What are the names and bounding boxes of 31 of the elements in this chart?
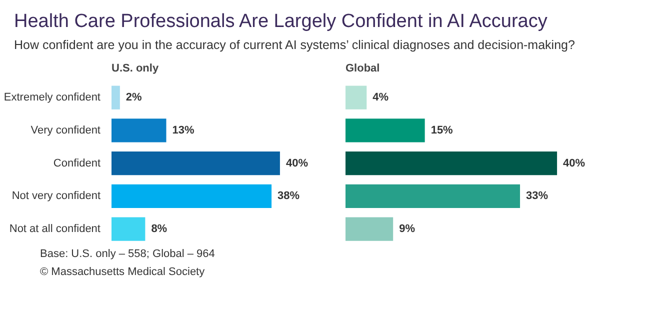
bar <box>112 86 120 110</box>
bar <box>346 118 425 142</box>
data-label: 2% <box>126 92 142 104</box>
bar <box>346 86 367 110</box>
data-label: 15% <box>430 124 454 136</box>
y-tick-label: Not at all confident <box>9 223 101 236</box>
data-label: 4% <box>372 92 389 104</box>
data-label: 8% <box>151 223 168 236</box>
chart-title: Global <box>346 62 380 74</box>
y-tick-label: Very confident <box>30 124 101 136</box>
bar <box>346 151 558 176</box>
text: How confident are you in the accuracy of current AI systems’ clinical diagnoses and decision-making? <box>14 37 575 54</box>
y-tick-label: Not very confident <box>12 190 100 202</box>
bar <box>112 151 280 176</box>
text: Health Care Professionals Are Largely Confident in AI Accuracy <box>14 10 548 34</box>
data-label: 40% <box>286 157 308 170</box>
data-label: 9% <box>399 223 416 236</box>
chart-title: U.S. only <box>112 62 160 74</box>
text: Base: U.S. only – 558; Global – 964 <box>40 246 215 262</box>
y-tick-label: Confident <box>53 157 101 170</box>
data-label: 33% <box>526 190 548 202</box>
y-tick-label: Extremely confident <box>4 92 101 104</box>
data-label: 38% <box>278 190 300 202</box>
data-label: 40% <box>563 157 586 170</box>
bar <box>112 184 272 208</box>
bar <box>346 184 520 208</box>
bar <box>112 118 166 142</box>
bar <box>346 217 394 241</box>
data-label: 13% <box>172 124 194 136</box>
bar <box>112 217 146 241</box>
text: © Massachusetts Medical Society <box>40 264 205 280</box>
